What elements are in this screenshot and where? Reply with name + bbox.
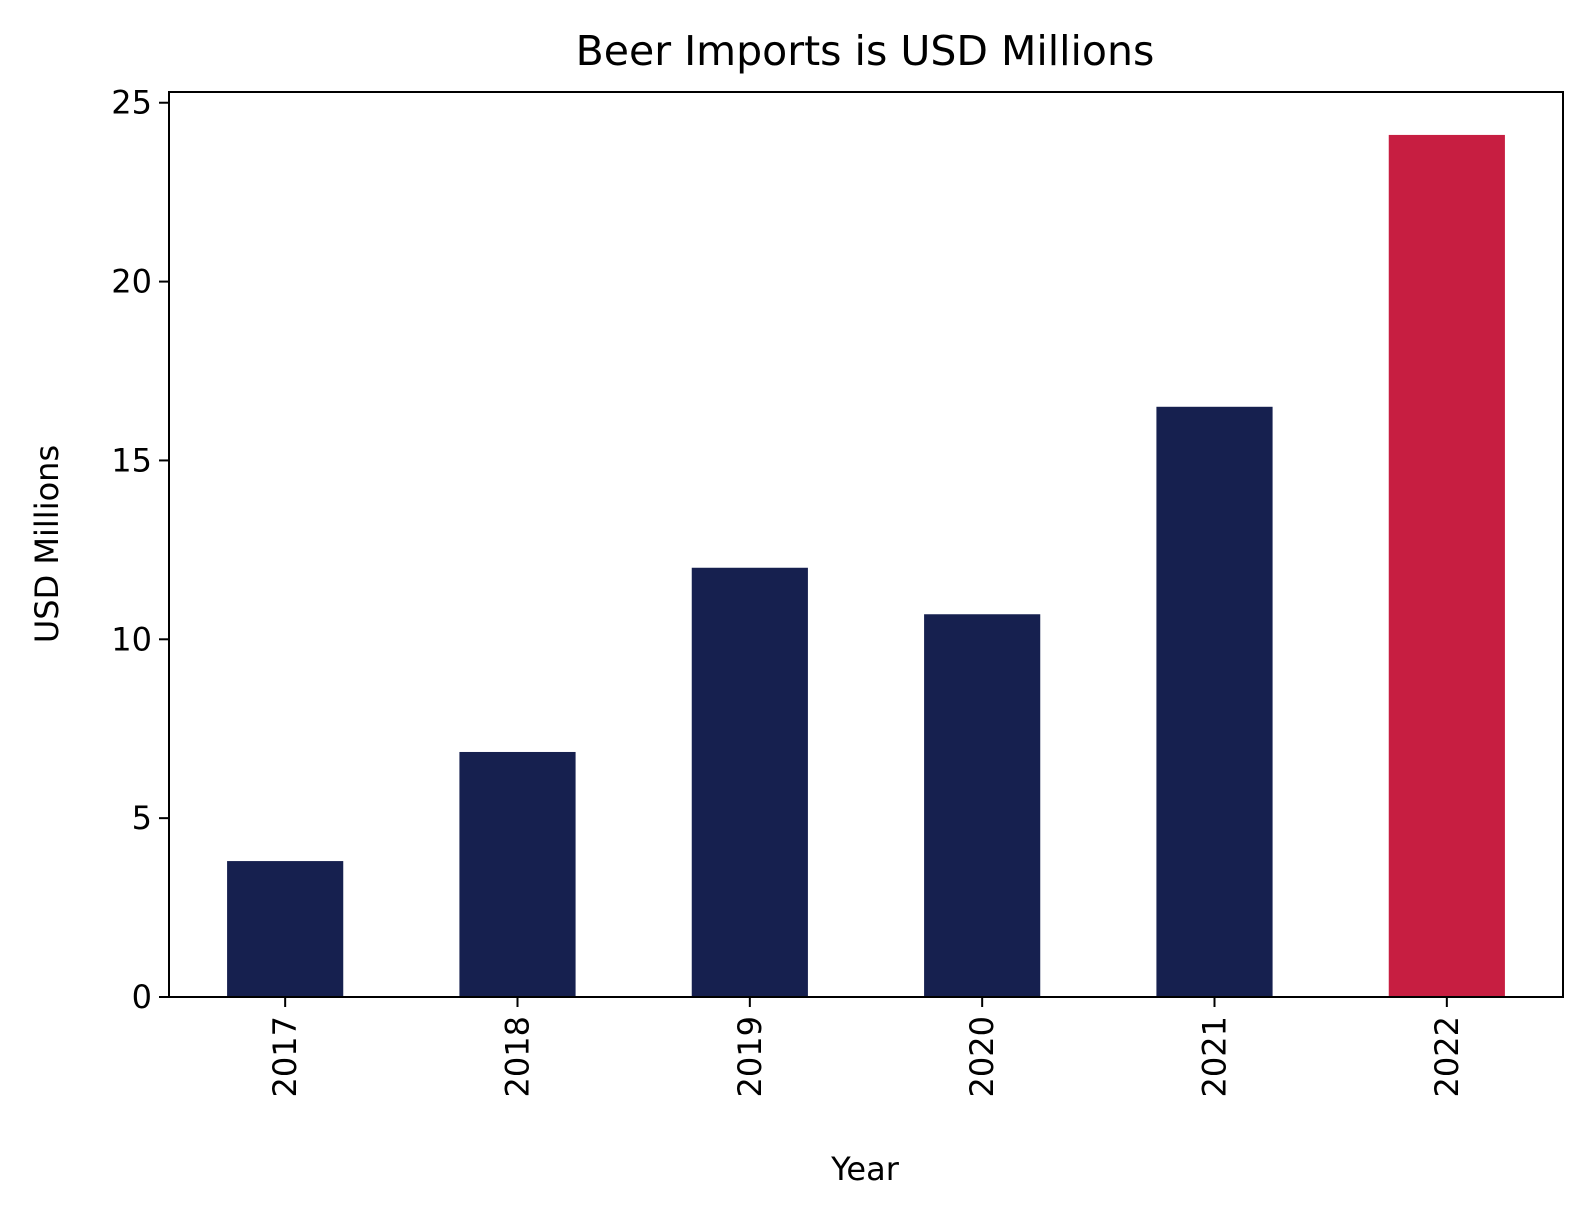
x-axis-label: Year [830,1150,900,1188]
x-axis: 2017 2018 2019 2020 2021 2022 [266,997,1466,1097]
y-tick-label: 5 [132,799,152,837]
y-tick-label: 10 [111,620,152,658]
y-axis: 0 5 10 15 20 25 [111,84,169,1016]
x-tick-label: 2017 [266,1016,304,1097]
bar-2017 [227,861,344,997]
chart-title: Beer Imports is USD Millions [576,27,1155,75]
x-tick-label: 2018 [499,1016,537,1097]
bar-2022 [1388,134,1505,997]
bar-2021 [1156,406,1273,998]
x-tick-label: 2019 [731,1016,769,1097]
x-tick-label: 2021 [1196,1016,1234,1097]
x-tick-label: 2020 [963,1016,1001,1097]
bar-2018 [459,751,576,997]
y-tick-label: 15 [111,441,152,479]
y-tick-label: 0 [132,978,152,1016]
x-tick-label: 2022 [1428,1016,1466,1097]
bar-2020 [924,614,1041,997]
plot-frame [168,91,1564,998]
bar-2019 [691,567,808,997]
bars-group [227,134,1505,998]
y-tick-label: 20 [111,263,152,301]
y-tick-label: 25 [111,84,152,122]
y-axis-label: USD Millions [28,445,66,643]
